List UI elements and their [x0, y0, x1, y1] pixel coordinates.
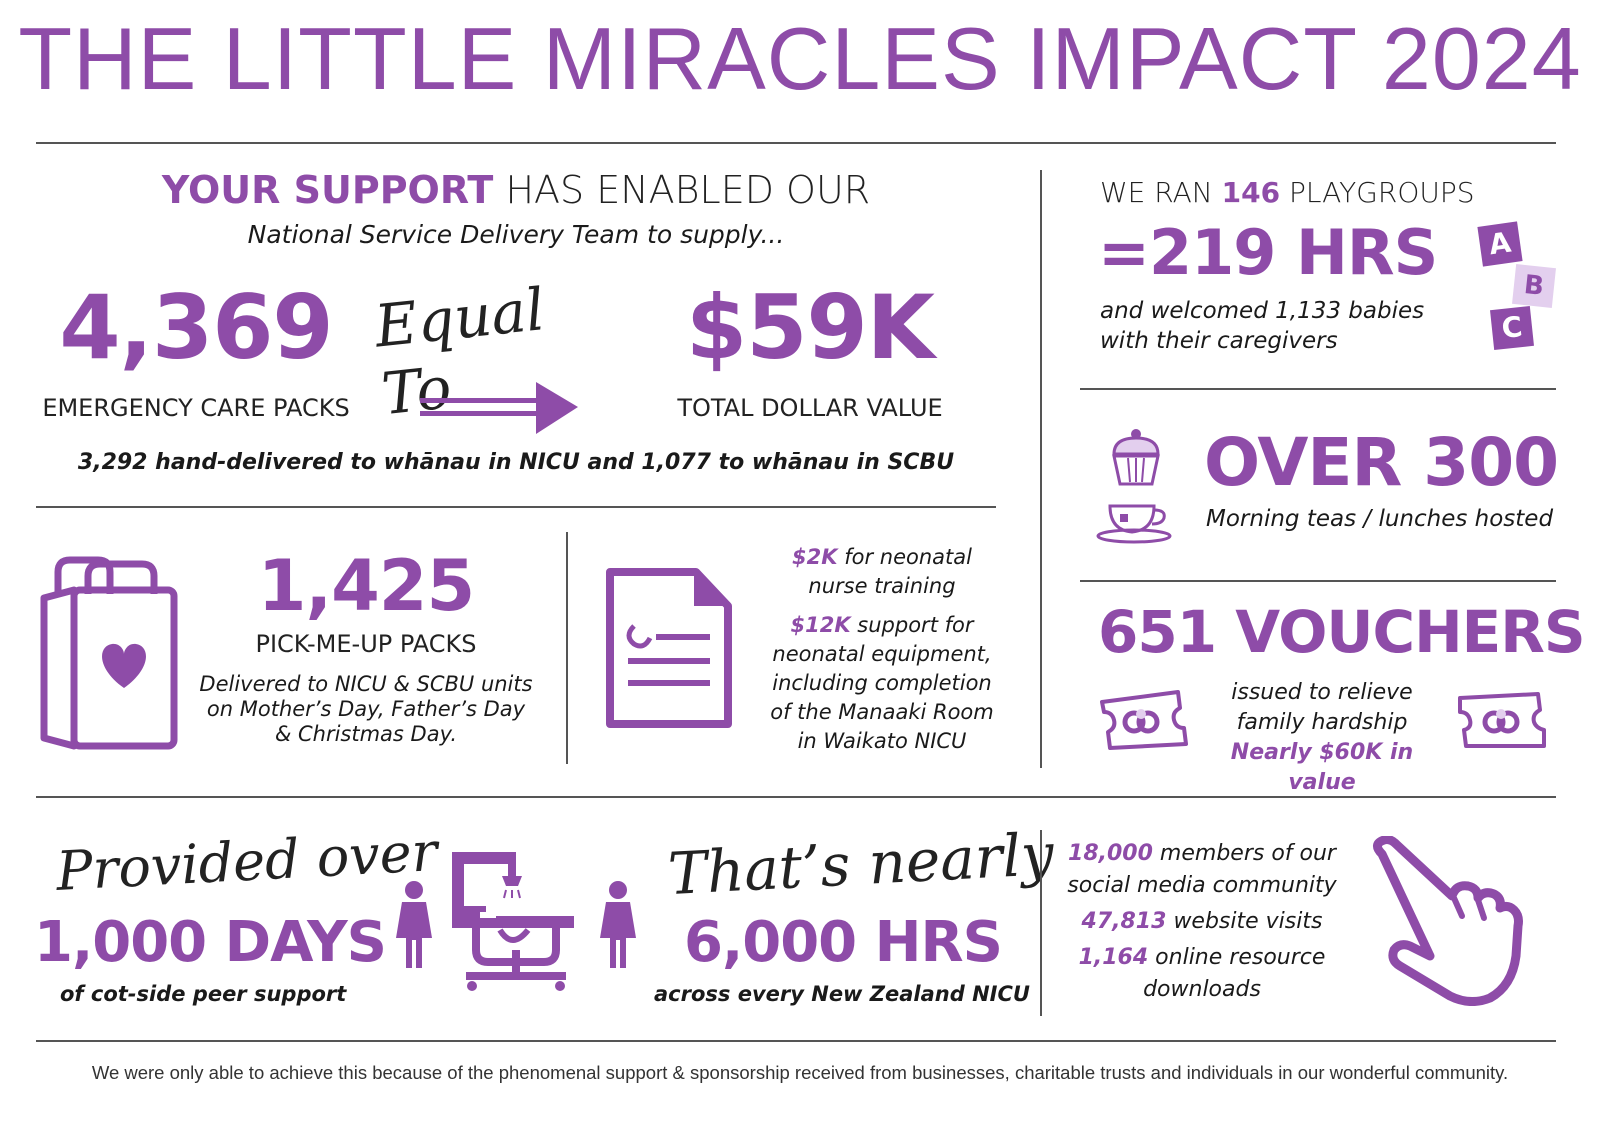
voucher-icon [1100, 690, 1188, 750]
pointing-hand-icon [1373, 836, 1523, 1006]
delivery-note: 3,292 hand-delivered to whānau in NICU a… [77, 450, 955, 475]
divider [1080, 388, 1556, 390]
playgroups-line: and welcomed 1,133 babies [1100, 298, 1425, 324]
abc-blocks-icon: A B C [1474, 221, 1560, 354]
incubator-icon [452, 852, 574, 991]
parent-icon [600, 881, 636, 968]
playgroups-heading: WE RAN 146 PLAYGROUPS [1100, 176, 1475, 209]
vouchers-line: family hardship [1236, 710, 1408, 735]
divider [36, 1040, 1556, 1042]
divider [36, 506, 996, 508]
social-members-value: 18,000 [1068, 841, 1153, 866]
teas-label: Morning teas / lunches hosted [1206, 506, 1554, 532]
support-subheading: National Service Delivery Team to supply… [247, 220, 785, 249]
funding-item-equipment: $12K support for [752, 611, 1012, 640]
funding-text-line: in Waikato NICU [797, 729, 967, 753]
support-heading-rest: HAS ENABLED OUR [505, 168, 871, 212]
divider [1040, 830, 1042, 1016]
peer-days-label: of cot-side peer support [60, 982, 347, 1006]
support-heading-strong: YOUR SUPPORT [161, 168, 494, 212]
playgroups-count: 146 [1221, 176, 1281, 209]
thats-nearly-script: That’s nearly [666, 819, 1056, 909]
pickmeup-line: Delivered to NICU & SCBU units [199, 672, 533, 696]
packs-label: EMERGENCY CARE PACKS [42, 394, 350, 422]
peer-hours-label: across every New Zealand NICU [654, 982, 1030, 1006]
funding-amount: $12K [790, 613, 851, 637]
block-a: A [1477, 221, 1523, 267]
cupcake-icon [1112, 429, 1160, 486]
social-text: online resource [1155, 945, 1326, 970]
social-visits: 47,813 website visits [1062, 906, 1342, 938]
arrow-right-icon [420, 382, 578, 434]
funding-text-line: support for [857, 613, 974, 637]
dollar-label: TOTAL DOLLAR VALUE [677, 394, 943, 422]
vouchers-value-note: Nearly $60K in value [1230, 740, 1414, 795]
social-stats: 18,000 members of our social media commu… [1062, 838, 1342, 1006]
vouchers-line: issued to relieve [1231, 680, 1413, 705]
playgroups-description: and welcomed 1,133 babies with their car… [1100, 296, 1424, 356]
funding-text-line: of the Manaaki Room [770, 700, 994, 724]
parent-icon [396, 881, 432, 968]
social-visits-value: 47,813 [1081, 909, 1167, 934]
divider [566, 532, 568, 764]
divider [1080, 580, 1556, 582]
block-c: C [1490, 306, 1534, 350]
divider [36, 796, 1556, 798]
pickmeup-label: PICK-ME-UP PACKS [255, 630, 477, 658]
pickmeup-value: 1,425 [257, 545, 475, 627]
playgroups-line: with their caregivers [1100, 328, 1338, 354]
pickmeup-line: & Christmas Day. [274, 722, 458, 746]
social-downloads-value: 1,164 [1078, 945, 1149, 970]
block-b: B [1512, 264, 1556, 308]
playgroups-prefix: WE RAN [1100, 176, 1213, 209]
teas-value: OVER 300 [1204, 424, 1559, 501]
packs-value: 4,369 [59, 276, 333, 379]
funding-item-training: $2K for neonatal [752, 543, 1012, 572]
voucher-icon [1458, 692, 1546, 748]
social-downloads: 1,164 online resource [1062, 942, 1342, 974]
social-text: members of our [1159, 841, 1336, 866]
social-text: social media community [1067, 873, 1337, 898]
playgroups-hours: =219 HRS [1098, 216, 1438, 289]
divider [1040, 170, 1042, 768]
shopping-bag-heart-icon [40, 556, 178, 750]
vouchers-description: issued to relieve family hardship Nearly… [1196, 678, 1448, 798]
funding-amount: $2K [792, 545, 838, 569]
page-title: THE LITTLE MIRACLES IMPACT 2024 [18, 9, 1582, 108]
funding-text-line: for neonatal [844, 545, 972, 569]
support-heading: YOUR SUPPORT HAS ENABLED OUR [36, 168, 996, 212]
funding-text-line: neonatal equipment, [772, 642, 992, 666]
pickmeup-description: Delivered to NICU & SCBU units on Mother… [196, 672, 536, 747]
divider [36, 142, 1556, 144]
funding-text: $2K for neonatal nurse training $12K sup… [752, 543, 1012, 756]
peer-days-value: 1,000 DAYS [34, 910, 387, 975]
provided-over-script: Provided over [54, 820, 439, 903]
vouchers-value: 651 VOUCHERS [1098, 598, 1586, 666]
teacup-icon [1096, 504, 1172, 544]
social-text: downloads [1143, 977, 1261, 1002]
social-text: website visits [1173, 909, 1323, 934]
dollar-value: $59K [686, 276, 935, 379]
funding-text-line: nurse training [808, 574, 956, 598]
document-icon [606, 568, 732, 728]
pickmeup-line: on Mother’s Day, Father’s Day [206, 697, 526, 721]
social-members: 18,000 members of our [1062, 838, 1342, 870]
playgroups-suffix: PLAYGROUPS [1288, 176, 1475, 209]
peer-hours-value: 6,000 HRS [684, 910, 1003, 975]
footer-note: We were only able to achieve this becaus… [91, 1062, 1509, 1083]
funding-text-line: including completion [772, 671, 992, 695]
